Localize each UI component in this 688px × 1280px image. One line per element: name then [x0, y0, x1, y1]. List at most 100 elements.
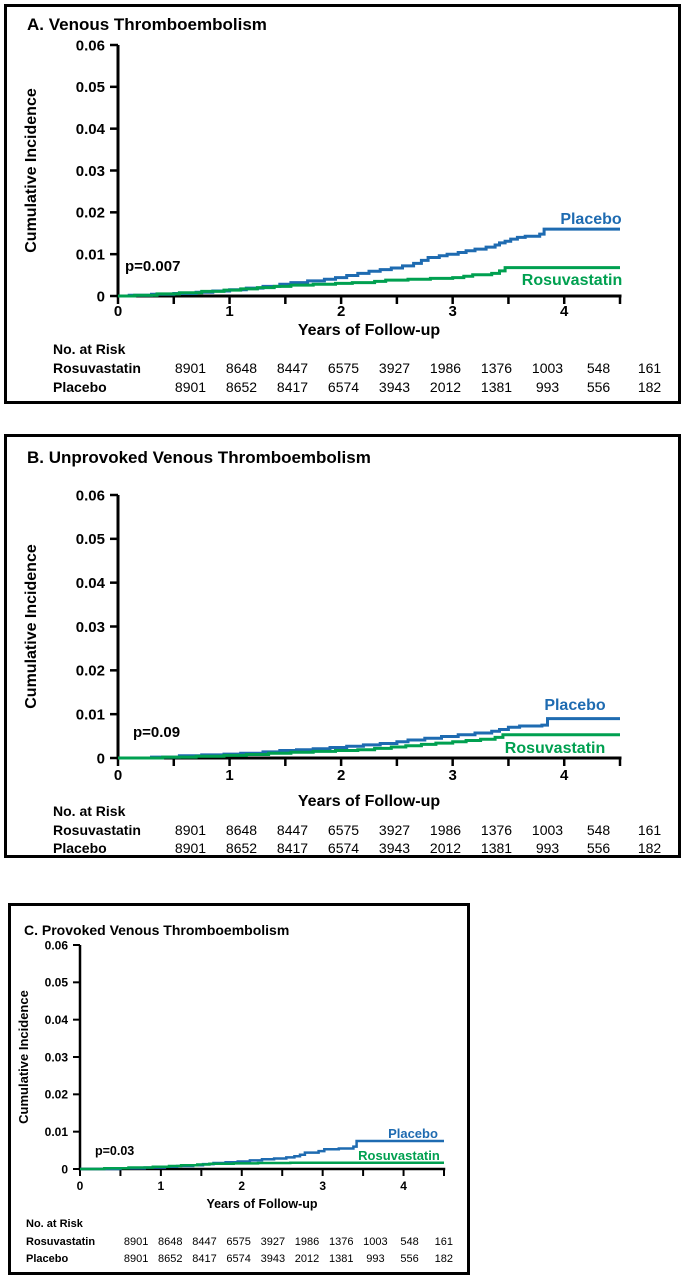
series-label-placebo: Placebo [388, 1126, 438, 1141]
risk-value: 2012 [429, 379, 462, 395]
y-tick-label: 0.02 [76, 205, 105, 222]
risk-value: 1376 [480, 821, 513, 838]
y-tick-label: 0.04 [45, 1013, 69, 1027]
risk-value: 1381 [328, 1253, 354, 1265]
x-tick-label: 0 [114, 767, 122, 784]
risk-value: 8447 [276, 360, 309, 376]
number-at-risk-table: No. at Risk Rosuvastatin 8901 8648 8447 6575… [26, 1216, 461, 1269]
x-tick-label: 1 [225, 767, 233, 784]
rosuvastatin-curve [118, 266, 620, 298]
risk-row-label: Placebo [53, 840, 107, 856]
x-tick-label: 3 [448, 303, 456, 320]
risk-value: 161 [434, 1235, 453, 1248]
y-tick-label: 0.04 [76, 575, 106, 592]
risk-value: 182 [637, 379, 662, 395]
km-plot-unprovoked-venous-thromboembolism: 0 0.01 0.02 0.03 0.04 0.05 0.06 0 1 2 3 4 Cumulative… [23, 487, 622, 784]
risk-value: 8901 [174, 379, 207, 395]
risk-row-values: 8901 8652 8417 6574 3943 2012 1381 993 556 182 [165, 378, 675, 397]
risk-value: 548 [586, 821, 611, 838]
risk-value: 8417 [192, 1253, 217, 1265]
risk-value: 8648 [225, 821, 258, 838]
y-tick-label: 0.06 [76, 37, 105, 54]
y-tick-label: 0.02 [45, 1088, 69, 1102]
risk-row-values: 8901 8652 8417 6574 3943 2012 1381 993 556 182 [119, 1251, 461, 1269]
risk-value: 8417 [276, 840, 309, 856]
y-tick-label: 0.01 [45, 1125, 69, 1139]
risk-table-header: No. at Risk [53, 341, 126, 357]
risk-value: 182 [637, 840, 662, 856]
risk-row-rosuvastatin: Rosuvastatin 8901 8648 8447 6575 3927 1986 1376… [53, 359, 675, 378]
risk-value: 1003 [531, 821, 564, 838]
y-axis-label: Cumulative Incidence [23, 88, 40, 253]
number-at-risk-table: No. at Risk Rosuvastatin 8901 8648 8447 6575… [53, 340, 675, 397]
x-tick-label: 1 [158, 1179, 165, 1193]
number-at-risk-table: No. at Risk Rosuvastatin 8901 8648 8447 6575… [53, 802, 675, 858]
risk-row-placebo: Placebo 8901 8652 8417 6574 3943 2012 1381 993 55… [26, 1251, 461, 1269]
series-label-rosuvastatin: Rosuvastatin [358, 1148, 440, 1163]
risk-value: 1376 [328, 1235, 354, 1248]
risk-value: 556 [400, 1253, 419, 1265]
risk-value: 3943 [378, 840, 411, 856]
risk-row-label: Rosuvastatin [53, 360, 141, 376]
risk-value: 6575 [327, 821, 360, 838]
risk-value: 161 [637, 360, 662, 376]
risk-row-label: Placebo [26, 1253, 69, 1265]
y-tick-label: 0.05 [76, 531, 105, 548]
risk-value: 1003 [363, 1235, 388, 1248]
risk-value: 3927 [378, 360, 411, 376]
y-tick-label: 0.05 [76, 79, 105, 96]
risk-value: 2012 [429, 840, 462, 856]
risk-row-values: 8901 8648 8447 6575 3927 1986 1376 1003 548 161 [165, 359, 675, 378]
placebo-curve [80, 1139, 444, 1171]
risk-value: 1381 [480, 840, 513, 856]
risk-row-rosuvastatin: Rosuvastatin 8901 8648 8447 6575 3927 1986 1376… [53, 821, 675, 840]
risk-value: 6575 [226, 1235, 251, 1248]
risk-value: 8901 [123, 1253, 149, 1265]
x-tick-label: 2 [337, 767, 345, 784]
risk-row-rosuvastatin: Rosuvastatin 8901 8648 8447 6575 3927 1986 1376… [26, 1234, 461, 1252]
risk-value: 8652 [225, 840, 258, 856]
risk-value: 6574 [327, 379, 360, 395]
risk-value: 8417 [276, 379, 309, 395]
risk-value: 1986 [429, 360, 462, 376]
y-tick-label: 0.05 [45, 976, 69, 990]
risk-value: 993 [366, 1253, 385, 1265]
x-tick-label: 3 [319, 1179, 326, 1193]
risk-row-placebo: Placebo 8901 8652 8417 6574 3943 2012 1381 993 55… [53, 839, 675, 858]
risk-value: 3927 [260, 1235, 286, 1248]
series-label-rosuvastatin: Rosuvastatin [505, 740, 605, 757]
risk-value: 3943 [378, 379, 411, 395]
p-value-label: p=0.03 [95, 1144, 134, 1158]
x-tick-label: 1 [225, 303, 233, 320]
x-tick-label: 2 [337, 303, 345, 320]
risk-value: 8901 [174, 360, 207, 376]
risk-table-rows: Rosuvastatin 8901 8648 8447 6575 3927 1986 1376… [26, 1234, 461, 1269]
y-tick-label: 0 [61, 1162, 68, 1176]
risk-value: 8447 [192, 1235, 217, 1248]
series-label-rosuvastatin: Rosuvastatin [522, 272, 622, 289]
km-plot-provoked-venous-thromboembolism: 0 0.01 0.02 0.03 0.04 0.05 0.06 0 1 2 3 4 Cumulative… [16, 939, 446, 1193]
y-tick-label: 0.04 [76, 121, 106, 138]
y-tick-label: 0.06 [76, 487, 105, 504]
risk-row-placebo: Placebo 8901 8652 8417 6574 3943 2012 1381 993 55… [53, 378, 675, 397]
panel-venous-thromboembolism: A. Venous Thromboembolism 0 0.01 0.02 0.03 0… [4, 4, 681, 404]
risk-value: 1381 [480, 379, 513, 395]
panel-unprovoked-venous-thromboembolism: B. Unprovoked Venous Thromboembolism 0 0.… [4, 434, 681, 858]
risk-value: 993 [535, 840, 560, 856]
x-axis-label: Years of Follow-up [206, 1197, 318, 1211]
risk-value: 8652 [158, 1253, 183, 1265]
risk-value: 1986 [294, 1235, 320, 1248]
rosuvastatin-curve [118, 733, 620, 760]
y-tick-label: 0.02 [76, 663, 105, 680]
x-axis-label: Years of Follow-up [297, 322, 441, 339]
risk-value: 182 [434, 1253, 453, 1265]
y-tick-label: 0.03 [76, 619, 105, 636]
y-tick-label: 0.01 [76, 707, 105, 724]
risk-row-label: Rosuvastatin [53, 821, 141, 838]
risk-value: 1003 [531, 360, 564, 376]
risk-row-values: 8901 8652 8417 6574 3943 2012 1381 993 556 182 [165, 839, 675, 858]
risk-value: 556 [586, 840, 611, 856]
y-tick-label: 0.03 [76, 163, 105, 180]
risk-value: 8901 [123, 1235, 149, 1248]
panel-title: B. Unprovoked Venous Thromboembolism [27, 448, 371, 467]
